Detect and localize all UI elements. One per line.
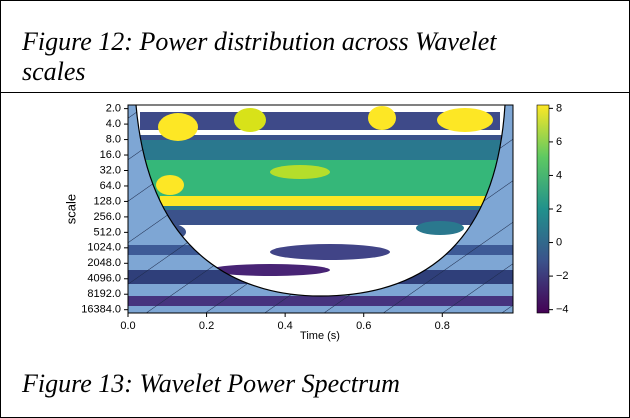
y-tick-label: 32.0: [100, 164, 121, 176]
colorbar-tick-label: −4: [556, 304, 569, 316]
y-tick-label: 16.0: [100, 149, 121, 161]
x-tick-label: 0.2: [199, 320, 214, 332]
x-axis-label: Time (s): [300, 330, 340, 342]
y-tick-label: 128.0: [93, 195, 121, 207]
y-tick-label: 64.0: [100, 180, 121, 192]
colorbar-tick-label: 6: [556, 136, 562, 148]
y-tick-label: 16384.0: [81, 304, 121, 316]
y-tick-label: 8192.0: [87, 288, 121, 300]
x-tick-label: 0.8: [435, 320, 450, 332]
caption: Figure 12: Power distribution across Wav…: [21, 27, 497, 56]
y-tick-label: 2.0: [106, 103, 121, 115]
y-tick-label: 8.0: [106, 133, 121, 145]
caption: scales: [22, 57, 86, 86]
y-tick-label: 512.0: [93, 226, 121, 238]
y-tick-label: 4096.0: [87, 273, 121, 285]
colorbar: [536, 104, 550, 314]
y-tick-label: 256.0: [93, 211, 121, 223]
x-tick-label: 0.6: [356, 320, 371, 332]
y-tick-label: 1024.0: [87, 242, 121, 254]
colorbar-tick-label: 0: [556, 236, 562, 248]
x-tick-label: 0.4: [277, 320, 292, 332]
plot-frame: [127, 104, 514, 314]
colorbar-tick-label: 4: [556, 169, 562, 181]
y-axis-label: scale: [63, 194, 78, 224]
contour-image: [128, 105, 513, 313]
x-tick-label: 0.0: [120, 320, 135, 332]
colorbar-tick-label: 8: [556, 102, 562, 114]
caption: Figure 13: Wavelet Power Spectrum: [21, 369, 400, 398]
y-tick-label: 4.0: [106, 118, 121, 130]
colorbar-tick-label: 2: [556, 203, 562, 215]
y-tick-label: 2048.0: [87, 257, 121, 269]
colorbar-tick-label: −2: [556, 270, 569, 282]
